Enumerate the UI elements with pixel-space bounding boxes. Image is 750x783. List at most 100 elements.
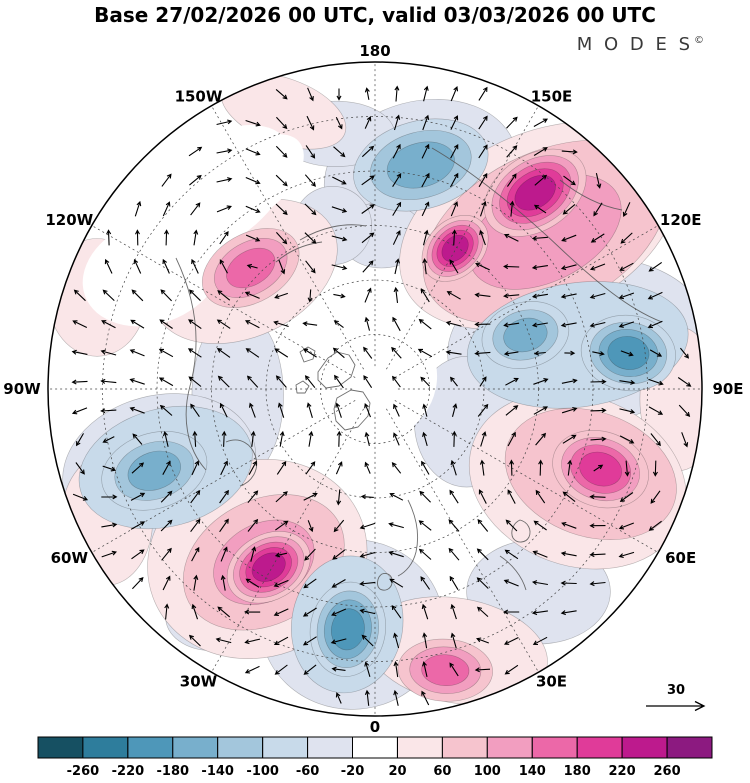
wind-arrow-icon <box>364 316 371 331</box>
wind-arrow-icon <box>275 375 287 388</box>
coastline <box>295 380 310 394</box>
wind-arrow-icon <box>391 346 402 359</box>
colorbar-cell <box>441 736 488 759</box>
wind-arrow-icon <box>220 574 226 591</box>
wind-arrow-icon <box>219 402 228 418</box>
colorbar-tick-label: 220 <box>609 764 636 779</box>
wind-arrow-icon <box>104 258 113 274</box>
wind-arrow-icon <box>503 637 519 645</box>
wind-arrow-icon <box>474 667 491 673</box>
wind-arrow-icon <box>388 522 404 529</box>
wind-arrow-icon <box>561 234 577 242</box>
wind-arrow-icon <box>336 88 342 101</box>
wind-arrow-icon <box>593 464 604 472</box>
wind-arrow-icon <box>302 607 317 617</box>
wind-arrow-icon <box>273 579 289 588</box>
coastline <box>333 389 371 431</box>
wind-arrow-icon <box>364 431 370 447</box>
wind-arrow-icon <box>533 520 547 531</box>
wind-arrow-icon <box>476 606 489 618</box>
wind-arrow-icon <box>420 576 431 590</box>
colorbar-cell <box>37 736 84 759</box>
wind-arrow-icon <box>307 520 314 533</box>
wind-arrow-icon <box>504 549 519 560</box>
wind-arrow-icon <box>101 494 118 500</box>
wind-arrow-icon <box>73 289 86 302</box>
wind-arrow-icon <box>362 260 374 273</box>
wind-arrow-icon <box>560 264 577 271</box>
wind-arrow-icon <box>306 402 313 418</box>
wind-arrow-icon <box>331 264 348 271</box>
wind-arrow-icon <box>188 376 202 387</box>
wind-arrow-icon <box>509 200 515 217</box>
wind-arrow-icon <box>274 552 288 558</box>
wind-arrow-icon <box>304 174 316 187</box>
wind-arrow-icon <box>101 550 117 558</box>
wind-arrow-icon <box>305 461 316 475</box>
wind-arrow-icon <box>188 146 203 157</box>
anomaly-region <box>421 654 470 687</box>
wind-arrow-icon <box>479 229 486 246</box>
coastline <box>275 241 323 263</box>
meridian-line <box>386 105 539 370</box>
wind-arrow-icon <box>275 145 288 158</box>
wind-arrow-icon <box>451 430 457 447</box>
colorbar-tick-label: 20 <box>388 764 406 779</box>
wind-arrow-icon <box>449 376 458 387</box>
wind-arrow-icon <box>593 202 603 217</box>
wind-arrow-icon <box>624 460 630 477</box>
wind-arrow-icon <box>131 462 145 474</box>
wind-arrow-icon <box>476 637 489 644</box>
reference-vector-label: 30 <box>667 683 685 698</box>
wind-arrow-icon <box>331 579 346 588</box>
wind-arrow-icon <box>302 636 317 646</box>
wind-arrow-icon <box>71 407 88 415</box>
colorbar-tick-label: 140 <box>519 764 546 779</box>
wind-arrow-icon <box>335 461 343 475</box>
wind-arrow-icon <box>562 491 576 503</box>
wind-arrow-icon <box>359 551 376 558</box>
wind-arrow-icon <box>477 519 489 532</box>
wind-arrow-icon <box>219 231 229 245</box>
colorbar-cell <box>172 736 219 759</box>
wind-arrow-icon <box>275 203 288 216</box>
wind-arrow-icon <box>589 292 606 299</box>
wind-arrow-icon <box>307 87 314 102</box>
coastline <box>499 555 527 591</box>
longitude-label: 0 <box>370 718 380 736</box>
wind-arrow-icon <box>364 287 372 303</box>
wind-arrow-icon <box>245 176 261 185</box>
wind-arrow-icon <box>75 462 85 475</box>
wind-arrow-icon <box>562 203 576 215</box>
anomaly-region <box>331 608 365 651</box>
wind-arrow-icon <box>533 118 548 127</box>
colorbar-cell <box>217 736 264 759</box>
wind-arrow-icon <box>188 634 201 647</box>
colorbar-tick-label: -20 <box>341 764 365 779</box>
meridian-line <box>386 408 539 673</box>
wind-arrow-icon <box>392 201 402 216</box>
coastline <box>299 224 367 241</box>
wind-arrow-icon <box>273 608 289 616</box>
wind-arrow-icon <box>478 172 488 188</box>
wind-arrow-icon <box>479 376 487 387</box>
wind-arrow-icon <box>100 378 117 384</box>
wind-arrow-icon <box>450 632 457 649</box>
wind-arrow-icon <box>363 346 373 359</box>
wind-arrow-icon <box>161 173 172 187</box>
longitude-label: 150E <box>531 87 573 105</box>
wind-arrow-icon <box>364 116 372 129</box>
wind-arrow-icon <box>507 431 516 447</box>
meridian-line <box>211 408 364 673</box>
colorbar-cell <box>666 736 713 759</box>
wind-arrow-icon <box>100 408 117 414</box>
wind-arrow-icon <box>677 377 692 387</box>
wind-arrow-icon <box>449 662 459 677</box>
wind-arrow-icon <box>503 351 519 357</box>
wind-arrow-icon <box>647 291 663 300</box>
wind-arrow-icon <box>275 174 288 187</box>
wind-arrow-icon <box>333 146 346 158</box>
wind-arrow-icon <box>359 522 376 530</box>
wind-arrow-icon <box>333 519 345 533</box>
